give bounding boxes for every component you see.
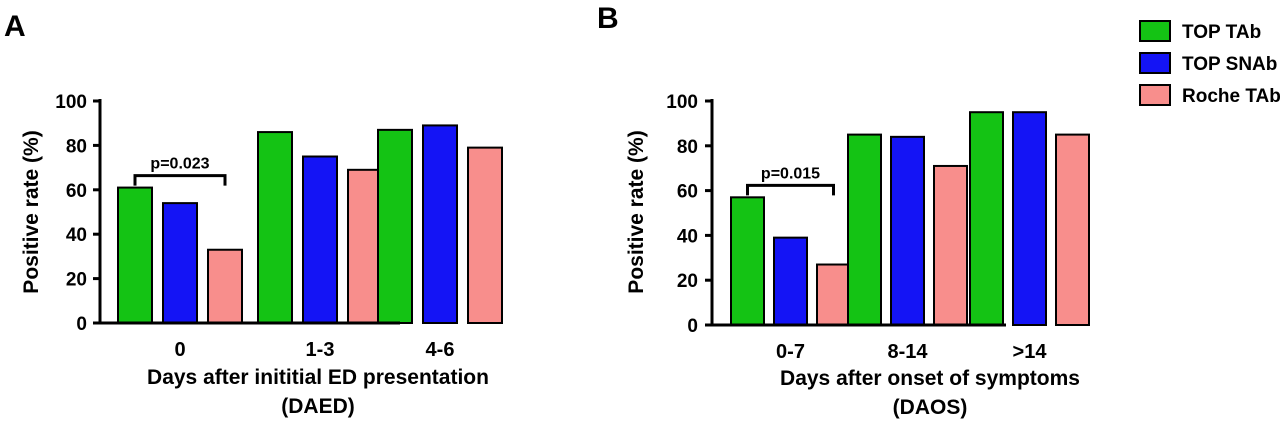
panel-a-bar-roche-tab-1-3 xyxy=(347,168,383,324)
panel-b-bar-top-tab-14 xyxy=(969,111,1004,326)
panel-b-x-tick-label-8-14: 8-14 xyxy=(887,341,928,363)
panel-b-bar-roche-tab-8-14 xyxy=(933,164,968,326)
panel-b-y-tick-label-0: 0 xyxy=(687,316,698,337)
legend-label-top-tab: TOP TAb xyxy=(1182,22,1261,43)
panel-a-y-tick-label-40: 40 xyxy=(66,225,87,246)
legend-swatch-top-tab xyxy=(1139,20,1171,42)
panel-a-bar-roche-tab-0 xyxy=(207,248,243,325)
legend-swatch-top-snab xyxy=(1139,52,1171,74)
panel-a-x-tick-label-0: 0 xyxy=(174,339,185,361)
panel-b-y-axis-title: Positive rate (%) xyxy=(625,130,648,293)
panel-b-y-tick-label-60: 60 xyxy=(677,182,698,203)
panel-a-y-tick-label-80: 80 xyxy=(66,136,87,157)
panel-a-bar-top-snab-4-6 xyxy=(422,124,458,324)
panel-b-p-value-label: p=0.015 xyxy=(761,165,820,182)
panel-b-letter: B xyxy=(597,2,619,35)
legend-swatch-roche-tab xyxy=(1139,84,1171,106)
legend-label-top-snab: TOP SNAb xyxy=(1182,54,1277,75)
panel-b-bar-roche-tab-0-7 xyxy=(816,263,851,326)
panel-b-x-tick-label-14: >14 xyxy=(1013,341,1048,363)
panel-b-x-tick-label-0-7: 0-7 xyxy=(776,341,805,363)
panel-b-bar-roche-tab-14 xyxy=(1055,133,1090,326)
legend: TOP TAb TOP SNAb Roche TAb xyxy=(1139,20,1280,107)
panel-b-y-tick-label-40: 40 xyxy=(677,226,698,247)
panel-a-x-tick-label-1-3: 1-3 xyxy=(306,339,335,361)
panel-b-y-tick-label-100: 100 xyxy=(666,92,698,113)
panel-a-bar-top-tab-4-6 xyxy=(377,128,413,324)
panel-a-y-tick-label-0: 0 xyxy=(76,314,87,335)
panel-a-y-axis-title: Positive rate (%) xyxy=(20,130,43,293)
panel-b-bar-top-snab-0-7 xyxy=(773,236,808,326)
panel-a-x-tick-label-4-6: 4-6 xyxy=(426,339,455,361)
panel-a-p-value-label: p=0.023 xyxy=(150,156,209,173)
panel-b-bar-top-snab-8-14 xyxy=(890,135,925,326)
panel-b-bar-top-tab-8-14 xyxy=(847,133,882,326)
panel-a-x-axis-title-line2: (DAED) xyxy=(281,395,355,418)
panel-a-y-tick-label-20: 20 xyxy=(66,270,87,291)
panel-a-y-tick-label-60: 60 xyxy=(66,181,87,202)
panel-a-letter: A xyxy=(4,10,26,43)
panel-b-y-tick-label-20: 20 xyxy=(677,271,698,292)
panel-b-significance-bracket xyxy=(746,183,835,196)
panel-a-significance-bracket xyxy=(133,174,227,186)
panel-a-bar-top-snab-1-3 xyxy=(302,155,338,324)
panel-b-marks: 0-7 8-14 >14 0 20 40 60 80 100 p=0.015 xyxy=(666,92,1090,363)
panel-b-x-axis-title: Days after onset of symptoms xyxy=(780,367,1080,390)
panel-a-bar-top-snab-0 xyxy=(162,202,198,324)
panel-b-y-tick-label-80: 80 xyxy=(677,137,698,158)
panel-b-bar-top-snab-14 xyxy=(1012,111,1047,326)
panel-a-bar-roche-tab-4-6 xyxy=(467,146,503,324)
panel-b-x-axis-title-line2: (DAOS) xyxy=(893,396,968,419)
panel-a-marks: 0 1-3 4-6 0 20 40 60 80 100 p=0.023 xyxy=(55,92,503,361)
legend-label-roche-tab: Roche TAb xyxy=(1182,86,1280,107)
panel-b-chart: B Positive rate (%) Days after onset of … xyxy=(597,2,1090,419)
panel-a-bar-top-tab-1-3 xyxy=(257,131,293,324)
panel-a-bar-top-tab-0 xyxy=(117,186,153,324)
panel-a-x-axis-title: Days after inititial ED presentation xyxy=(147,366,489,389)
panel-a-chart: A Positive rate (%) Days after inititial… xyxy=(4,10,503,418)
panel-a-y-tick-label-100: 100 xyxy=(55,92,87,113)
panel-b-bar-top-tab-0-7 xyxy=(730,196,765,327)
